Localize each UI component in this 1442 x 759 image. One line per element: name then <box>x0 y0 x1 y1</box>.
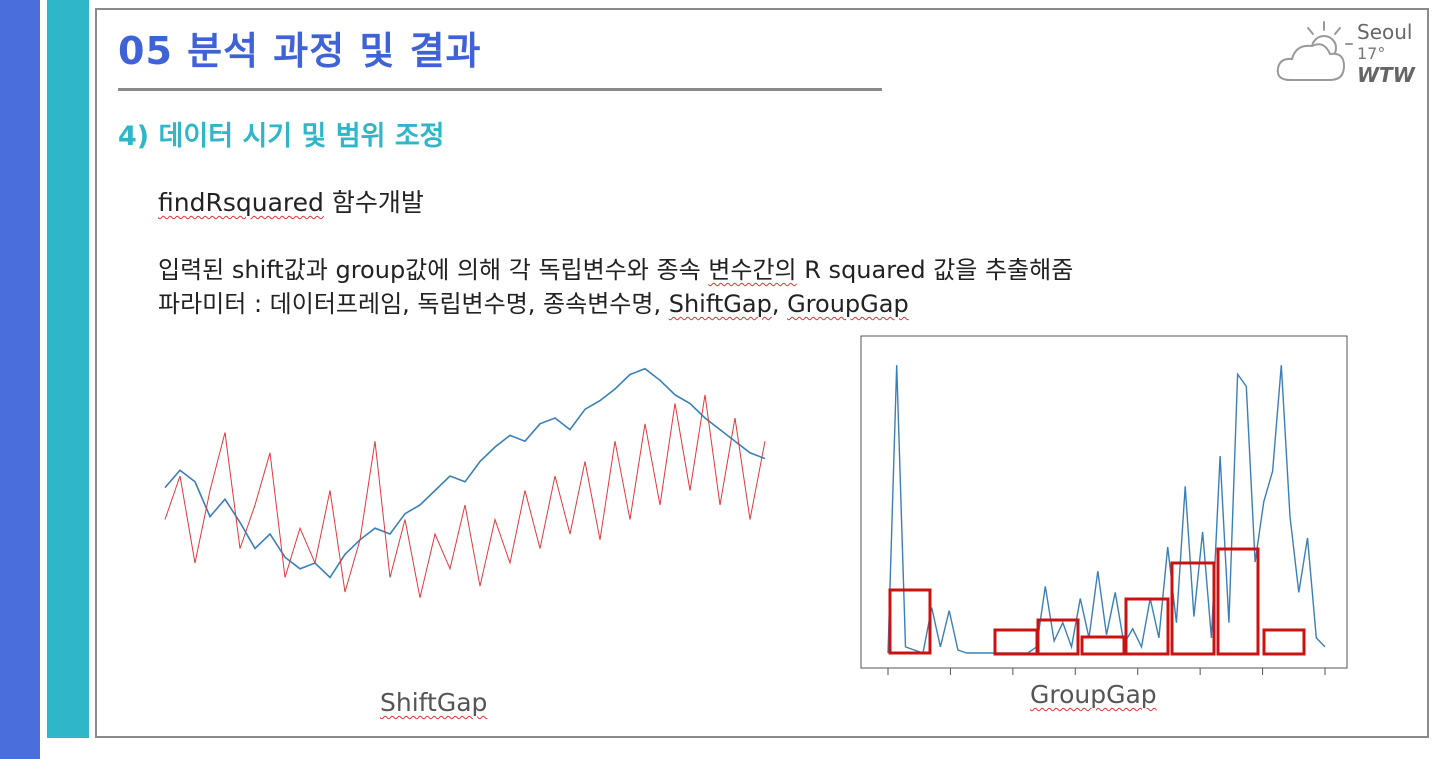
highlight-box <box>1080 635 1126 656</box>
desc-line1-part-b: 변수간의 <box>708 256 797 284</box>
shiftgap-caption: ShiftGap <box>380 688 487 717</box>
weather-brand: WTW <box>1357 63 1415 87</box>
left-teal-bar <box>47 0 89 738</box>
weather-temp: 17° <box>1357 44 1386 63</box>
groupgap-chart <box>860 335 1348 675</box>
highlight-box <box>1216 547 1260 656</box>
cloud-sun-icon <box>1276 21 1353 81</box>
slide-title: 05 분석 과정 및 결과 <box>118 29 482 73</box>
groupgap-series-line <box>887 365 1326 654</box>
function-heading: findRsquared 함수개발 <box>158 183 424 219</box>
desc-line2-part-b: ShiftGap <box>668 290 772 318</box>
description-line-1: 입력된 shift값과 group값에 의해 각 독립변수와 종속 변수간의 R… <box>158 250 1073 285</box>
shiftgap-chart <box>164 367 766 598</box>
series-line-2 <box>164 394 766 598</box>
groupgap-caption: GroupGap <box>1030 680 1157 709</box>
slide-frame <box>95 8 1429 738</box>
description-line-2: 파라미터 : 데이터프레임, 독립변수명, 종속변수명, ShiftGap, G… <box>158 284 909 319</box>
function-name: findRsquared <box>158 188 324 217</box>
desc-line2-part-c: , <box>771 290 788 318</box>
highlight-box <box>1170 561 1216 656</box>
highlight-box <box>888 588 932 655</box>
highlight-box <box>1124 597 1170 656</box>
desc-line2-part-d: GroupGap <box>787 290 909 318</box>
desc-line2-part-a: 파라미터 : 데이터프레임, 독립변수명, 종속변수명, <box>158 290 669 318</box>
slide-subtitle: 4) 데이터 시기 및 범위 조정 <box>118 121 445 152</box>
highlight-box <box>1262 628 1306 656</box>
desc-line1-part-a: 입력된 shift값과 group값에 의해 각 독립변수와 종속 <box>158 256 709 284</box>
title-divider <box>118 88 882 91</box>
function-suffix: 함수개발 <box>323 188 424 217</box>
groupgap-caption-text: GroupGap <box>1030 680 1157 709</box>
desc-line1-part-c: R squared 값을 추출해줌 <box>796 256 1074 284</box>
weather-city: Seoul <box>1357 20 1413 44</box>
shiftgap-caption-text: ShiftGap <box>380 688 488 717</box>
left-accent-bar <box>0 0 40 759</box>
highlight-box <box>1036 618 1080 656</box>
series-line-1 <box>164 367 766 579</box>
